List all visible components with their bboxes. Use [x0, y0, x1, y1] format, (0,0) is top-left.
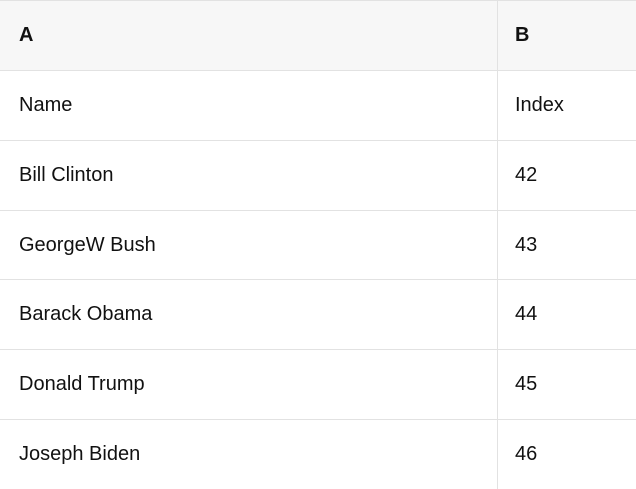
- cell-a5[interactable]: Donald Trump: [0, 350, 498, 420]
- cell-a6[interactable]: Joseph Biden: [0, 420, 498, 489]
- column-header-b[interactable]: B: [515, 23, 530, 46]
- table-row: Name Index: [0, 70, 636, 141]
- cell-a4[interactable]: Barack Obama: [0, 280, 498, 350]
- table-row: Donald Trump 45: [0, 350, 636, 421]
- cell-b6[interactable]: 46: [515, 443, 538, 466]
- cell-a1[interactable]: Name: [0, 70, 498, 140]
- table-row: GeorgeW Bush 43: [0, 210, 636, 281]
- column-header-a[interactable]: A: [0, 1, 498, 70]
- cell-b1[interactable]: Index: [515, 93, 564, 116]
- cell-a2[interactable]: Bill Clinton: [0, 140, 498, 210]
- table-row: Barack Obama 44: [0, 280, 636, 351]
- cell-b2[interactable]: 42: [515, 163, 538, 186]
- cell-b3[interactable]: 43: [515, 233, 538, 256]
- column-header-row: A B: [0, 1, 636, 71]
- cell-b4[interactable]: 44: [515, 303, 538, 326]
- table-row: Joseph Biden 46: [0, 420, 636, 489]
- cell-b5[interactable]: 45: [515, 373, 538, 396]
- table-row: Bill Clinton 42: [0, 140, 636, 211]
- cell-a3[interactable]: GeorgeW Bush: [0, 210, 498, 280]
